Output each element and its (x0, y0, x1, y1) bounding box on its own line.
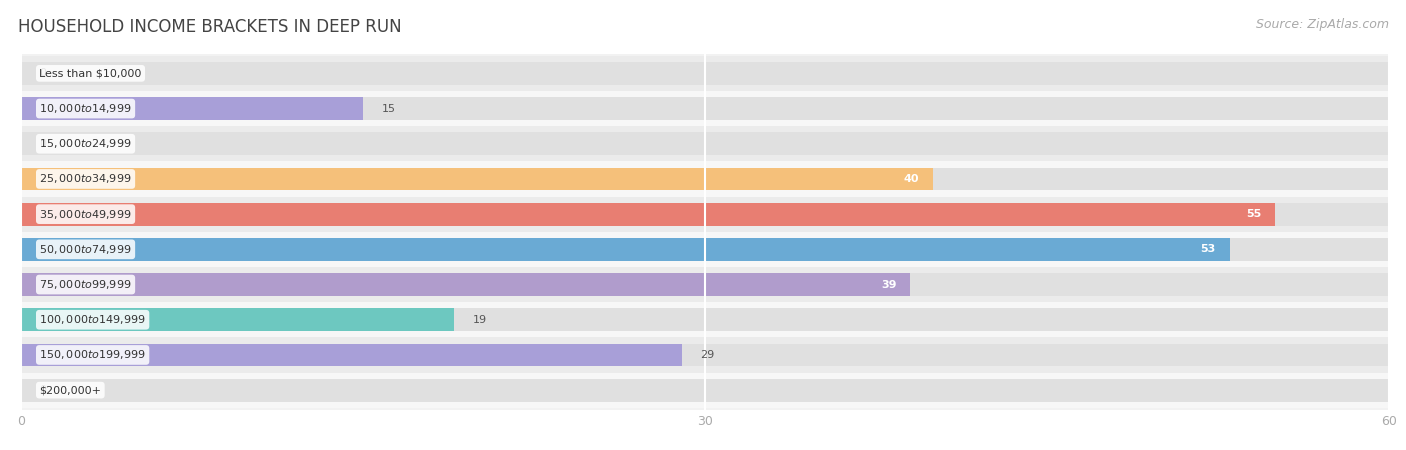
Bar (21, 232, 1389, 267)
Bar (21, 97, 1389, 120)
Text: 55: 55 (1246, 209, 1261, 219)
Text: 53: 53 (1201, 244, 1216, 254)
Bar (21, 343, 1389, 366)
Text: Source: ZipAtlas.com: Source: ZipAtlas.com (1256, 18, 1389, 31)
Bar (21, 238, 1229, 261)
Text: $15,000 to $24,999: $15,000 to $24,999 (39, 137, 132, 150)
Bar (21, 56, 1389, 91)
Bar (21, 162, 1389, 197)
Bar (21, 197, 1389, 232)
Bar (21, 202, 1389, 225)
Text: Less than $10,000: Less than $10,000 (39, 68, 142, 78)
Bar (21, 379, 1389, 401)
Bar (21, 167, 934, 190)
Bar (21, 308, 454, 331)
Bar (21, 338, 1389, 373)
Bar (21, 62, 1389, 85)
Bar (21, 373, 1389, 408)
Bar (21, 308, 1389, 331)
Text: 29: 29 (700, 350, 714, 360)
Text: $25,000 to $34,999: $25,000 to $34,999 (39, 172, 132, 185)
Bar (21, 202, 1275, 225)
Text: 15: 15 (381, 104, 395, 113)
Bar (21, 302, 1389, 338)
Text: 0: 0 (39, 68, 46, 78)
Bar (21, 91, 1389, 126)
Bar (21, 167, 1389, 190)
Text: 40: 40 (904, 174, 920, 184)
Bar (21, 273, 1389, 296)
Text: $100,000 to $149,999: $100,000 to $149,999 (39, 313, 146, 326)
Bar (21, 343, 682, 366)
Bar (21, 97, 363, 120)
Text: HOUSEHOLD INCOME BRACKETS IN DEEP RUN: HOUSEHOLD INCOME BRACKETS IN DEEP RUN (18, 18, 402, 36)
Bar (21, 267, 1389, 302)
Text: 0: 0 (39, 139, 46, 149)
Bar (21, 132, 1389, 155)
Text: 39: 39 (882, 279, 897, 289)
Text: $150,000 to $199,999: $150,000 to $199,999 (39, 348, 146, 361)
Text: $50,000 to $74,999: $50,000 to $74,999 (39, 243, 132, 256)
Text: $75,000 to $99,999: $75,000 to $99,999 (39, 278, 132, 291)
Text: $10,000 to $14,999: $10,000 to $14,999 (39, 102, 132, 115)
Text: 0: 0 (39, 385, 46, 395)
Bar (21, 126, 1389, 162)
Bar (21, 273, 910, 296)
Bar (21, 238, 1389, 261)
Text: 19: 19 (472, 315, 486, 325)
Text: $35,000 to $49,999: $35,000 to $49,999 (39, 207, 132, 220)
Text: $200,000+: $200,000+ (39, 385, 101, 395)
